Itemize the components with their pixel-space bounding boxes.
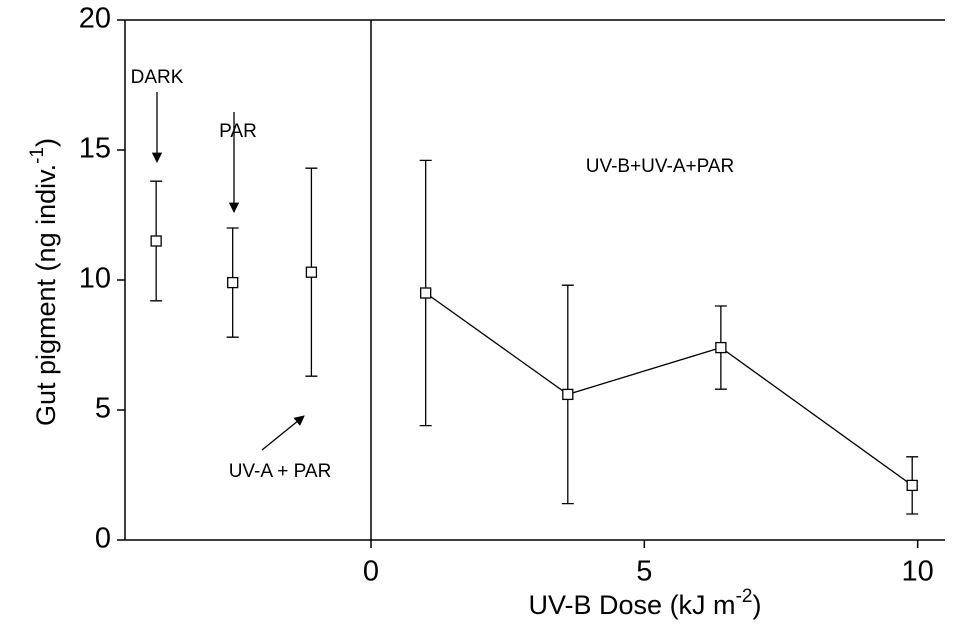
series-line (425, 292, 913, 486)
x-tick-label: 0 (363, 556, 379, 588)
annotation: UV-B+UV-A+PAR (586, 156, 735, 177)
annotation: UV-A + PAR (229, 461, 332, 482)
x-tick-label: 10 (902, 556, 934, 588)
y-tick-label: 10 (79, 263, 111, 295)
data-point (227, 276, 239, 289)
x-axis-label: UV-B Dose (kJ m-2) (529, 586, 762, 620)
y-tick-label: 15 (79, 133, 111, 165)
data-point (906, 479, 918, 492)
annotation-arrow (261, 415, 305, 451)
data-point (715, 341, 727, 354)
annotation: DARK (131, 67, 184, 88)
y-tick-label: 0 (95, 523, 111, 555)
data-point (305, 266, 318, 278)
y-tick-label: 20 (79, 3, 111, 35)
annotation: PAR (219, 121, 257, 142)
data-point (150, 235, 162, 247)
x-tick-label: 5 (636, 556, 652, 588)
y-tick-label: 5 (95, 393, 111, 425)
data-point (420, 287, 432, 299)
y-axis-label: Gut pigment (ng indiv.-1) (27, 138, 61, 426)
data-point (562, 388, 574, 401)
